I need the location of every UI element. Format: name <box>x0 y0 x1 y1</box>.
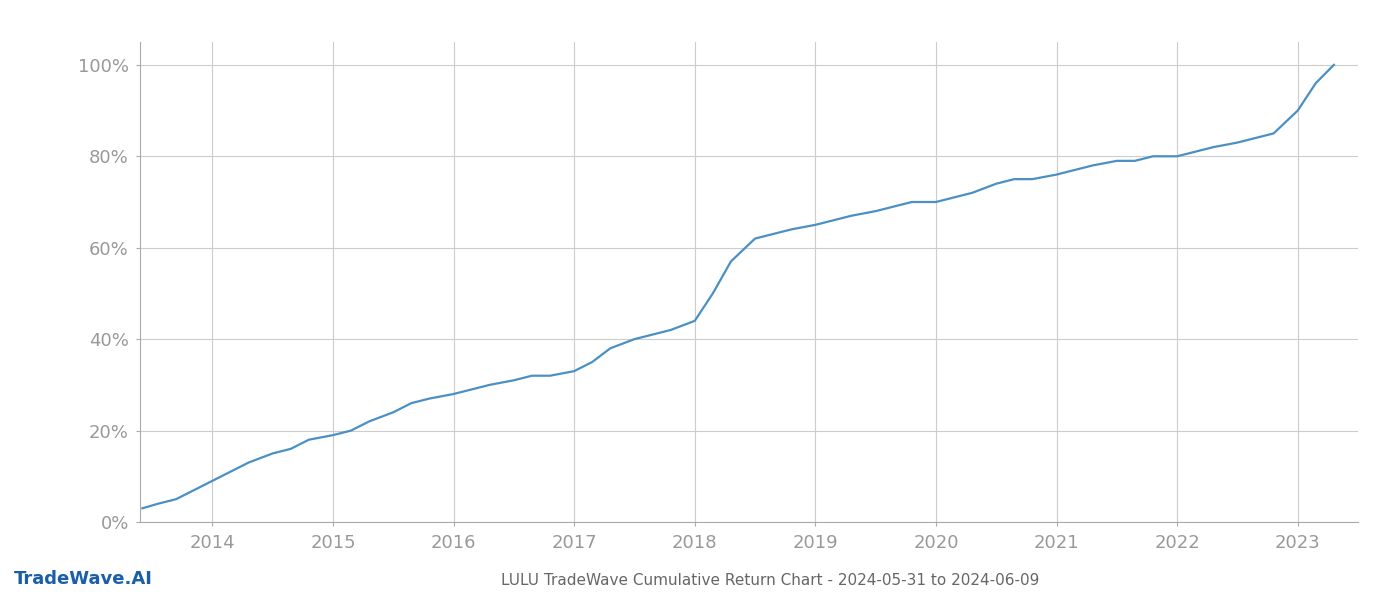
Text: LULU TradeWave Cumulative Return Chart - 2024-05-31 to 2024-06-09: LULU TradeWave Cumulative Return Chart -… <box>501 573 1039 588</box>
Text: TradeWave.AI: TradeWave.AI <box>14 570 153 588</box>
